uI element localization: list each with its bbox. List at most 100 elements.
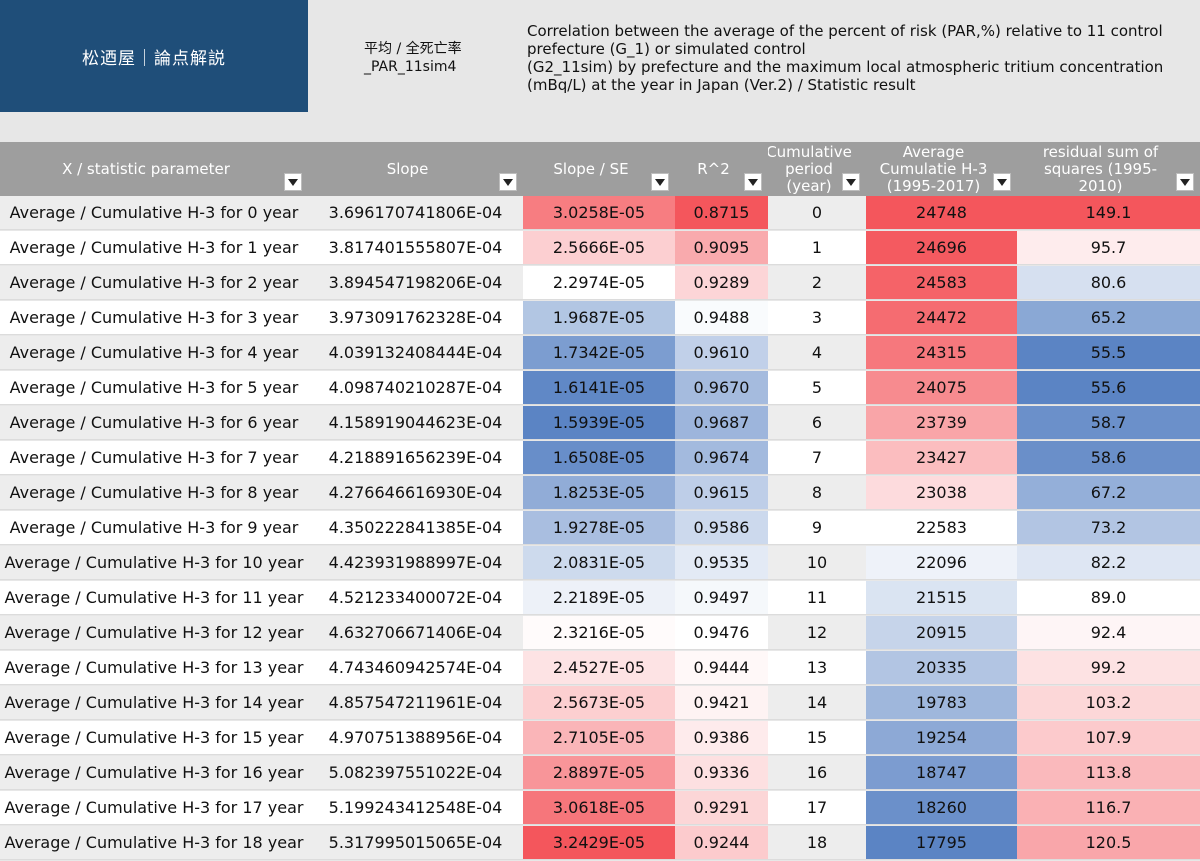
cell-x[interactable]: Average / Cumulative H-3 for 11 year: [0, 581, 308, 615]
cell-period[interactable]: 16: [768, 756, 866, 790]
cell-rss[interactable]: 67.2: [1017, 476, 1200, 510]
cell-period[interactable]: 3: [768, 301, 866, 335]
cell-x[interactable]: Average / Cumulative H-3 for 7 year: [0, 441, 308, 475]
cell-r2[interactable]: 0.9674: [675, 441, 768, 475]
cell-h3[interactable]: 24472: [866, 301, 1017, 335]
filter-dropdown-icon[interactable]: [651, 173, 669, 191]
cell-slope[interactable]: 4.098740210287E-04: [308, 371, 523, 405]
cell-r2[interactable]: 0.9687: [675, 406, 768, 440]
cell-x[interactable]: Average / Cumulative H-3 for 17 year: [0, 791, 308, 825]
cell-rss[interactable]: 107.9: [1017, 721, 1200, 755]
cell-se[interactable]: 2.3216E-05: [523, 616, 675, 650]
cell-se[interactable]: 1.7342E-05: [523, 336, 675, 370]
cell-x[interactable]: Average / Cumulative H-3 for 15 year: [0, 721, 308, 755]
cell-rss[interactable]: 113.8: [1017, 756, 1200, 790]
cell-x[interactable]: Average / Cumulative H-3 for 4 year: [0, 336, 308, 370]
cell-x[interactable]: Average / Cumulative H-3 for 0 year: [0, 196, 308, 230]
cell-h3[interactable]: 19254: [866, 721, 1017, 755]
filter-dropdown-icon[interactable]: [744, 173, 762, 191]
cell-x[interactable]: Average / Cumulative H-3 for 12 year: [0, 616, 308, 650]
cell-se[interactable]: 2.8897E-05: [523, 756, 675, 790]
cell-se[interactable]: 2.0831E-05: [523, 546, 675, 580]
cell-slope[interactable]: 4.423931988997E-04: [308, 546, 523, 580]
cell-slope[interactable]: 4.218891656239E-04: [308, 441, 523, 475]
cell-period[interactable]: 7: [768, 441, 866, 475]
cell-r2[interactable]: 0.9095: [675, 231, 768, 265]
cell-h3[interactable]: 24696: [866, 231, 1017, 265]
cell-rss[interactable]: 89.0: [1017, 581, 1200, 615]
cell-slope[interactable]: 4.857547211961E-04: [308, 686, 523, 720]
cell-period[interactable]: 5: [768, 371, 866, 405]
cell-slope[interactable]: 3.894547198206E-04: [308, 266, 523, 300]
cell-x[interactable]: Average / Cumulative H-3 for 5 year: [0, 371, 308, 405]
cell-slope[interactable]: 4.743460942574E-04: [308, 651, 523, 685]
cell-se[interactable]: 3.0618E-05: [523, 791, 675, 825]
cell-x[interactable]: Average / Cumulative H-3 for 6 year: [0, 406, 308, 440]
cell-r2[interactable]: 0.9615: [675, 476, 768, 510]
cell-rss[interactable]: 58.7: [1017, 406, 1200, 440]
cell-r2[interactable]: 0.9336: [675, 756, 768, 790]
cell-x[interactable]: Average / Cumulative H-3 for 13 year: [0, 651, 308, 685]
cell-rss[interactable]: 92.4: [1017, 616, 1200, 650]
cell-rss[interactable]: 55.5: [1017, 336, 1200, 370]
cell-period[interactable]: 18: [768, 826, 866, 860]
cell-r2[interactable]: 0.9488: [675, 301, 768, 335]
cell-period[interactable]: 15: [768, 721, 866, 755]
cell-rss[interactable]: 55.6: [1017, 371, 1200, 405]
cell-slope[interactable]: 3.696170741806E-04: [308, 196, 523, 230]
cell-se[interactable]: 1.6508E-05: [523, 441, 675, 475]
cell-x[interactable]: Average / Cumulative H-3 for 1 year: [0, 231, 308, 265]
cell-h3[interactable]: 23739: [866, 406, 1017, 440]
cell-rss[interactable]: 82.2: [1017, 546, 1200, 580]
cell-r2[interactable]: 0.9535: [675, 546, 768, 580]
filter-dropdown-icon[interactable]: [993, 173, 1011, 191]
cell-h3[interactable]: 18747: [866, 756, 1017, 790]
cell-period[interactable]: 0: [768, 196, 866, 230]
cell-h3[interactable]: 24748: [866, 196, 1017, 230]
cell-slope[interactable]: 4.521233400072E-04: [308, 581, 523, 615]
cell-h3[interactable]: 24075: [866, 371, 1017, 405]
cell-se[interactable]: 1.5939E-05: [523, 406, 675, 440]
cell-x[interactable]: Average / Cumulative H-3 for 14 year: [0, 686, 308, 720]
cell-r2[interactable]: 0.9444: [675, 651, 768, 685]
cell-x[interactable]: Average / Cumulative H-3 for 10 year: [0, 546, 308, 580]
cell-rss[interactable]: 99.2: [1017, 651, 1200, 685]
cell-se[interactable]: 1.9687E-05: [523, 301, 675, 335]
cell-slope[interactable]: 4.276646616930E-04: [308, 476, 523, 510]
cell-slope[interactable]: 3.973091762328E-04: [308, 301, 523, 335]
cell-r2[interactable]: 0.8715: [675, 196, 768, 230]
cell-x[interactable]: Average / Cumulative H-3 for 2 year: [0, 266, 308, 300]
cell-h3[interactable]: 21515: [866, 581, 1017, 615]
cell-period[interactable]: 11: [768, 581, 866, 615]
cell-se[interactable]: 2.2974E-05: [523, 266, 675, 300]
cell-se[interactable]: 1.8253E-05: [523, 476, 675, 510]
cell-se[interactable]: 2.2189E-05: [523, 581, 675, 615]
cell-period[interactable]: 4: [768, 336, 866, 370]
cell-period[interactable]: 1: [768, 231, 866, 265]
cell-r2[interactable]: 0.9670: [675, 371, 768, 405]
cell-period[interactable]: 12: [768, 616, 866, 650]
cell-x[interactable]: Average / Cumulative H-3 for 9 year: [0, 511, 308, 545]
cell-r2[interactable]: 0.9476: [675, 616, 768, 650]
filter-dropdown-icon[interactable]: [1176, 173, 1194, 191]
cell-x[interactable]: Average / Cumulative H-3 for 8 year: [0, 476, 308, 510]
cell-se[interactable]: 1.6141E-05: [523, 371, 675, 405]
cell-period[interactable]: 2: [768, 266, 866, 300]
cell-se[interactable]: 2.5666E-05: [523, 231, 675, 265]
cell-x[interactable]: Average / Cumulative H-3 for 3 year: [0, 301, 308, 335]
cell-se[interactable]: 2.4527E-05: [523, 651, 675, 685]
cell-rss[interactable]: 120.5: [1017, 826, 1200, 860]
cell-r2[interactable]: 0.9244: [675, 826, 768, 860]
cell-rss[interactable]: 149.1: [1017, 196, 1200, 230]
cell-rss[interactable]: 73.2: [1017, 511, 1200, 545]
cell-h3[interactable]: 20335: [866, 651, 1017, 685]
cell-slope[interactable]: 4.039132408444E-04: [308, 336, 523, 370]
cell-x[interactable]: Average / Cumulative H-3 for 16 year: [0, 756, 308, 790]
cell-period[interactable]: 13: [768, 651, 866, 685]
cell-r2[interactable]: 0.9497: [675, 581, 768, 615]
cell-rss[interactable]: 95.7: [1017, 231, 1200, 265]
filter-dropdown-icon[interactable]: [284, 173, 302, 191]
cell-h3[interactable]: 23038: [866, 476, 1017, 510]
cell-x[interactable]: Average / Cumulative H-3 for 18 year: [0, 826, 308, 860]
cell-r2[interactable]: 0.9586: [675, 511, 768, 545]
